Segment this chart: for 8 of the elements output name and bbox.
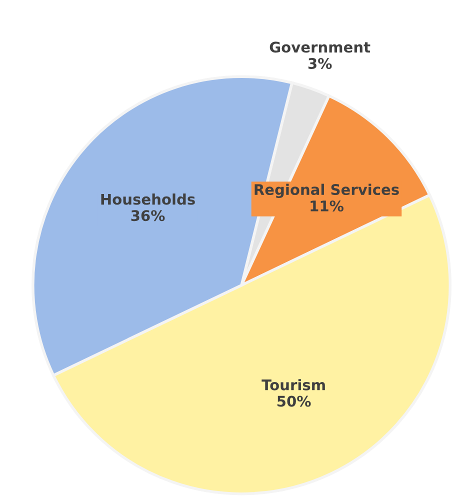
slice-label: Regional Services — [254, 184, 399, 198]
slice-label: Tourism — [262, 379, 325, 390]
slice-label: Households — [101, 194, 195, 205]
data-label: 11% — [310, 200, 344, 212]
data-label: 36% — [131, 210, 165, 222]
data-label: 3% — [308, 58, 332, 69]
slice-label: Government — [270, 42, 370, 53]
data-label: 50% — [277, 396, 311, 407]
